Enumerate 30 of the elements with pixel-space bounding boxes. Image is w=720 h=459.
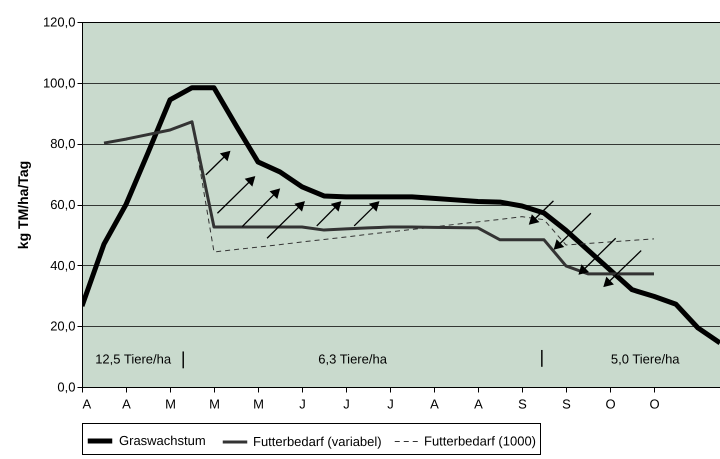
x-tick-label: M bbox=[209, 396, 220, 412]
x-tick-label: J bbox=[299, 396, 306, 412]
annotation: 5,0 Tiere/ha bbox=[610, 352, 680, 367]
x-tick-label: M bbox=[253, 396, 264, 412]
x-tick-label: M bbox=[165, 396, 176, 412]
y-tick-label: 40,0 bbox=[50, 258, 76, 273]
annotation: 6,3 Tiere/ha bbox=[318, 352, 388, 367]
annotation: 12,5 Tiere/ha bbox=[95, 352, 172, 367]
x-tick-label: O bbox=[649, 396, 660, 412]
y-tick-label: 100,0 bbox=[42, 75, 76, 90]
y-tick-label: 60,0 bbox=[50, 197, 76, 212]
annotation: | bbox=[180, 348, 186, 369]
x-tick-label: S bbox=[562, 396, 572, 412]
annotation: | bbox=[539, 347, 544, 368]
x-tick-label: J bbox=[387, 396, 394, 412]
y-tick-label: 20,0 bbox=[50, 318, 76, 334]
x-tick-label: A bbox=[122, 396, 132, 412]
x-tick-label: A bbox=[82, 396, 92, 412]
y-tick-label: 120,0 bbox=[42, 14, 76, 30]
y-axis-title: kg TM/ha/Tag bbox=[14, 160, 31, 250]
x-tick-label: A bbox=[430, 396, 440, 412]
x-tick-label: A bbox=[474, 396, 484, 412]
y-tick-label: 80,0 bbox=[50, 136, 76, 152]
legend-label: Graswachstum bbox=[119, 433, 206, 448]
y-tick-label: 0,0 bbox=[57, 380, 76, 394]
x-tick-label: J bbox=[343, 396, 350, 412]
legend-label: Futterbedarf (1000) bbox=[424, 434, 536, 448]
legend-label: Futterbedarf (variabel) bbox=[253, 434, 382, 449]
x-tick-label: S bbox=[518, 396, 528, 412]
x-tick-label: O bbox=[605, 396, 616, 412]
